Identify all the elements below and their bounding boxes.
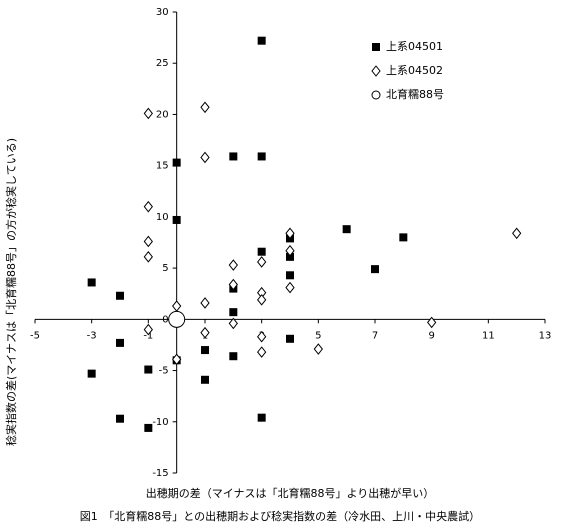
point	[144, 365, 153, 374]
x-tick-label: 13	[539, 330, 552, 341]
y-tick-label: 5	[162, 263, 168, 274]
y-tick-label: 20	[156, 109, 169, 120]
x-tick-label: -3	[87, 330, 97, 341]
y-tick-label: 30	[156, 7, 169, 18]
point	[229, 352, 238, 361]
x-tick-label: 11	[482, 330, 495, 341]
y-tick-label: -5	[159, 366, 169, 377]
point	[371, 265, 379, 274]
point	[116, 414, 124, 423]
point	[257, 247, 266, 256]
point	[87, 369, 96, 378]
y-tick-label: 25	[156, 58, 169, 69]
point	[257, 330, 267, 343]
point	[144, 423, 153, 432]
point	[285, 227, 295, 240]
legend-marker	[372, 43, 380, 51]
point	[257, 256, 267, 268]
x-axis-label: 出穂期の差（マイナスは「北育糯88号」より出穂が早い）	[146, 486, 435, 500]
point	[200, 297, 210, 309]
point	[285, 244, 295, 257]
point	[172, 158, 181, 167]
point	[172, 353, 182, 366]
point	[229, 152, 238, 161]
point	[143, 251, 153, 263]
y-tick-label: 0	[162, 314, 168, 325]
y-tick-label: 10	[156, 212, 169, 223]
y-tick-label: -10	[152, 417, 168, 428]
point	[201, 375, 209, 384]
point	[200, 101, 210, 114]
point	[228, 317, 238, 330]
point	[116, 338, 124, 347]
point	[143, 323, 153, 336]
point	[228, 278, 238, 291]
point	[257, 294, 267, 306]
point	[286, 252, 294, 261]
y-tick-label: -15	[152, 468, 168, 479]
caption: 図1 「北育糯88号」との出穂期および稔実指数の差（冷水田、上川・中央農試）	[80, 509, 480, 523]
point	[512, 227, 522, 240]
point	[201, 346, 209, 355]
point	[427, 316, 437, 329]
point	[116, 291, 124, 300]
point	[257, 413, 266, 422]
point	[313, 343, 323, 355]
point	[143, 200, 153, 213]
point	[168, 310, 186, 328]
point	[172, 215, 181, 224]
legend-label: 上系04502	[386, 64, 443, 77]
legend-label: 北育糯88号	[386, 87, 444, 101]
point	[228, 259, 238, 271]
point	[286, 334, 294, 343]
point	[257, 152, 266, 161]
y-axis-label: 稔実指数の差(マイナスは「北育糯88号」の方が稔実している)	[4, 138, 18, 446]
point	[143, 107, 153, 120]
point	[87, 278, 96, 287]
point	[229, 308, 238, 317]
point	[399, 233, 408, 242]
x-tick-label: 7	[372, 330, 378, 341]
legend-label: 上系04501	[386, 40, 443, 53]
point	[286, 271, 294, 280]
point	[285, 281, 295, 294]
legend-marker	[371, 65, 381, 77]
point	[200, 151, 210, 164]
point	[257, 36, 266, 45]
point	[143, 235, 153, 248]
x-tick-label: -5	[30, 330, 40, 341]
x-tick-label: 9	[428, 330, 434, 341]
point	[257, 346, 267, 358]
point	[172, 300, 182, 312]
point	[342, 225, 351, 234]
x-tick-label: 5	[315, 330, 321, 341]
x-tick-label: -1	[143, 330, 153, 341]
point	[200, 326, 210, 339]
y-tick-label: 15	[156, 161, 169, 172]
legend-marker	[371, 90, 381, 100]
